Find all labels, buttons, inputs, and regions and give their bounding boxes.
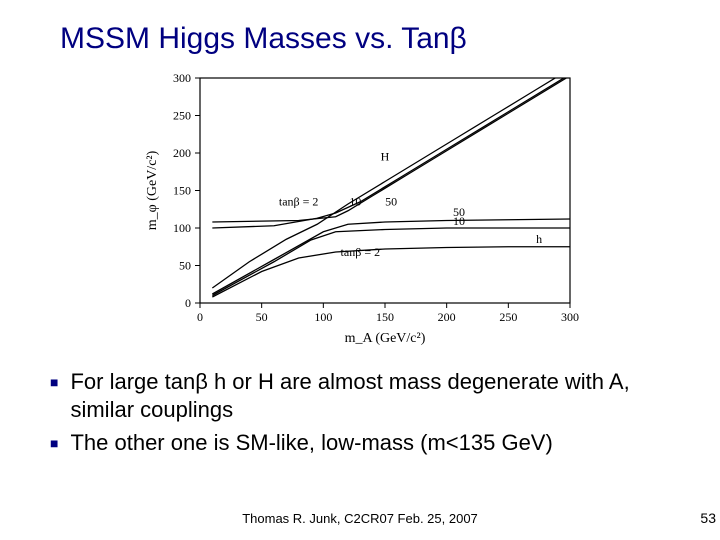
footer-text: Thomas R. Junk, C2CR07 Feb. 25, 2007 bbox=[0, 511, 720, 526]
bullet-icon: ■ bbox=[50, 435, 58, 457]
mssm-higgs-chart: 0 50 100 150 200 250 300 0 50 100 150 200 250 300 m_A … bbox=[140, 68, 580, 348]
svg-text:10: 10 bbox=[453, 214, 465, 228]
svg-text:300: 300 bbox=[561, 310, 579, 324]
svg-text:150: 150 bbox=[376, 310, 394, 324]
bullet-text: The other one is SM-like, low-mass (m<13… bbox=[70, 429, 552, 457]
bullet-icon: ■ bbox=[50, 374, 58, 423]
svg-text:150: 150 bbox=[173, 184, 191, 198]
bullet-text: For large tanβ h or H are almost mass de… bbox=[70, 368, 670, 423]
svg-text:200: 200 bbox=[173, 146, 191, 160]
svg-text:50: 50 bbox=[256, 310, 268, 324]
svg-text:10: 10 bbox=[349, 195, 361, 209]
svg-text:m_A (GeV/c²): m_A (GeV/c²) bbox=[345, 331, 426, 346]
svg-text:200: 200 bbox=[438, 310, 456, 324]
svg-text:100: 100 bbox=[173, 221, 191, 235]
bullet-item: ■ The other one is SM-like, low-mass (m<… bbox=[50, 429, 670, 457]
svg-text:300: 300 bbox=[173, 71, 191, 85]
page-number: 53 bbox=[700, 510, 716, 526]
svg-text:m_φ (GeV/c²): m_φ (GeV/c²) bbox=[145, 150, 160, 230]
svg-text:H: H bbox=[381, 150, 390, 164]
svg-text:100: 100 bbox=[314, 310, 332, 324]
page-title: MSSM Higgs Masses vs. Tanβ bbox=[60, 22, 467, 56]
svg-text:tanβ = 2: tanβ = 2 bbox=[279, 195, 319, 209]
svg-text:0: 0 bbox=[185, 296, 191, 310]
svg-text:250: 250 bbox=[173, 109, 191, 123]
bullet-list: ■ For large tanβ h or H are almost mass … bbox=[50, 368, 670, 463]
svg-text:50: 50 bbox=[385, 195, 397, 209]
svg-text:0: 0 bbox=[197, 310, 203, 324]
svg-text:tanβ = 2: tanβ = 2 bbox=[341, 245, 381, 259]
svg-text:h: h bbox=[536, 232, 542, 246]
bullet-item: ■ For large tanβ h or H are almost mass … bbox=[50, 368, 670, 423]
svg-text:50: 50 bbox=[179, 259, 191, 273]
svg-text:250: 250 bbox=[499, 310, 517, 324]
